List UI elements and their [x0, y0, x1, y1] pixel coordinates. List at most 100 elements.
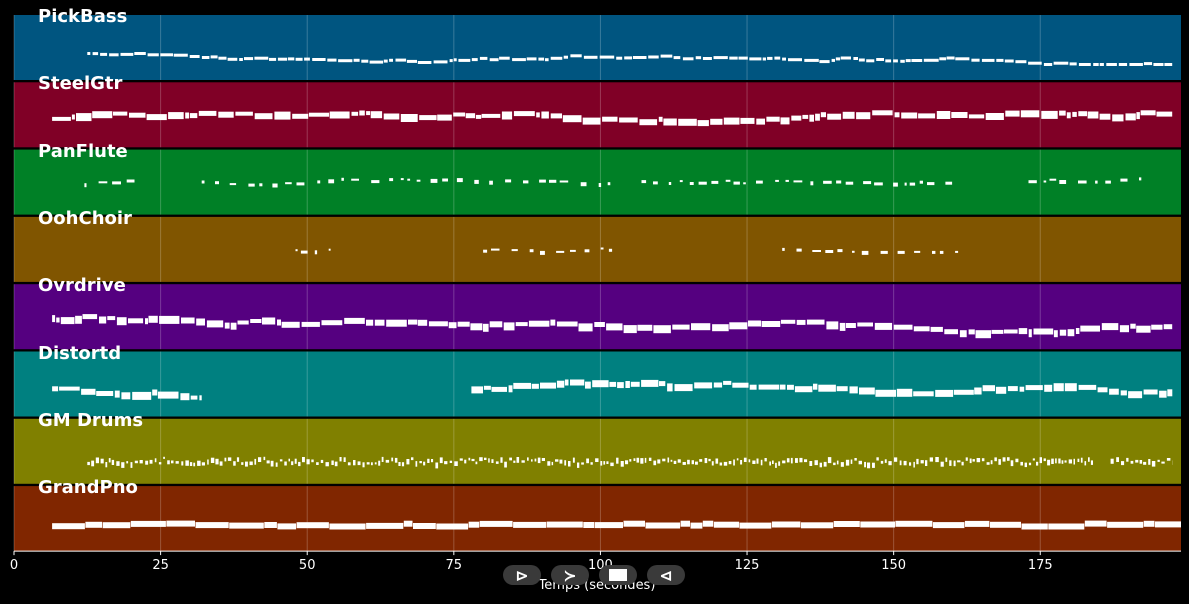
note	[769, 461, 771, 466]
note	[833, 462, 836, 466]
track-background	[14, 486, 1181, 552]
note	[1130, 323, 1136, 329]
note	[819, 462, 822, 468]
note	[699, 459, 703, 462]
note	[894, 457, 898, 462]
note	[341, 177, 344, 181]
note	[556, 321, 578, 327]
note	[536, 112, 540, 118]
note	[513, 460, 516, 463]
note	[371, 462, 373, 466]
note	[740, 117, 755, 124]
note	[616, 457, 619, 464]
note	[52, 523, 85, 530]
note	[991, 329, 1004, 334]
note	[602, 116, 618, 122]
note	[167, 460, 170, 465]
note	[955, 57, 970, 61]
note	[698, 181, 707, 185]
note	[1139, 177, 1142, 181]
note	[884, 459, 887, 463]
note	[296, 182, 305, 186]
forward-button[interactable]: ≻	[551, 565, 589, 585]
note	[658, 116, 663, 122]
note	[281, 321, 300, 328]
note	[1075, 328, 1080, 334]
note	[359, 110, 365, 116]
note	[820, 112, 826, 118]
note	[395, 58, 407, 62]
note	[839, 322, 846, 331]
note	[780, 117, 790, 125]
note	[59, 386, 80, 391]
note	[925, 460, 928, 466]
note	[827, 113, 842, 120]
note	[713, 521, 740, 528]
note	[806, 319, 825, 325]
note	[713, 56, 728, 60]
note	[1128, 391, 1143, 399]
note	[423, 461, 426, 466]
note	[433, 60, 448, 64]
note	[1061, 460, 1064, 464]
note	[311, 459, 314, 463]
note	[314, 250, 318, 255]
note	[479, 520, 513, 527]
note	[362, 462, 365, 468]
track-gm-drums	[13, 418, 1181, 484]
note	[673, 56, 681, 60]
track-label: OohChoir	[38, 207, 132, 229]
note	[953, 389, 974, 395]
note	[1136, 112, 1140, 120]
note	[262, 317, 276, 325]
back-button[interactable]: ⊲	[647, 565, 685, 585]
note	[403, 520, 413, 527]
note	[909, 462, 912, 466]
note	[930, 326, 943, 332]
note	[695, 56, 702, 60]
note	[815, 113, 820, 121]
note	[786, 458, 790, 463]
note	[295, 57, 303, 61]
note	[616, 56, 623, 60]
note	[791, 115, 802, 121]
note	[782, 247, 785, 251]
note	[146, 114, 167, 121]
track-steelgtr	[13, 82, 1181, 148]
note	[129, 112, 146, 118]
note	[913, 391, 934, 397]
note	[691, 460, 694, 465]
note	[570, 249, 576, 252]
note	[994, 457, 997, 462]
note	[515, 322, 528, 327]
track-background	[14, 284, 1181, 350]
note	[968, 114, 985, 119]
note	[662, 458, 666, 462]
play-button[interactable]: ⊳	[503, 565, 541, 585]
note	[756, 180, 763, 184]
note	[1163, 324, 1173, 330]
note	[739, 522, 772, 529]
note	[508, 385, 513, 393]
note	[1148, 459, 1151, 465]
note	[1007, 457, 1010, 461]
stop-button[interactable]	[599, 565, 637, 585]
note	[951, 112, 968, 118]
note	[885, 59, 892, 63]
note	[1143, 520, 1155, 527]
note	[653, 460, 657, 466]
note	[880, 460, 884, 464]
note	[823, 180, 832, 184]
note	[528, 320, 550, 327]
note	[827, 457, 832, 464]
note	[343, 457, 346, 462]
note	[648, 457, 652, 461]
note	[369, 60, 384, 64]
note	[1121, 461, 1125, 466]
note	[623, 520, 645, 527]
note	[1044, 384, 1053, 392]
note	[1136, 325, 1151, 333]
note	[1043, 63, 1053, 66]
note	[639, 119, 658, 126]
note	[1090, 460, 1093, 465]
